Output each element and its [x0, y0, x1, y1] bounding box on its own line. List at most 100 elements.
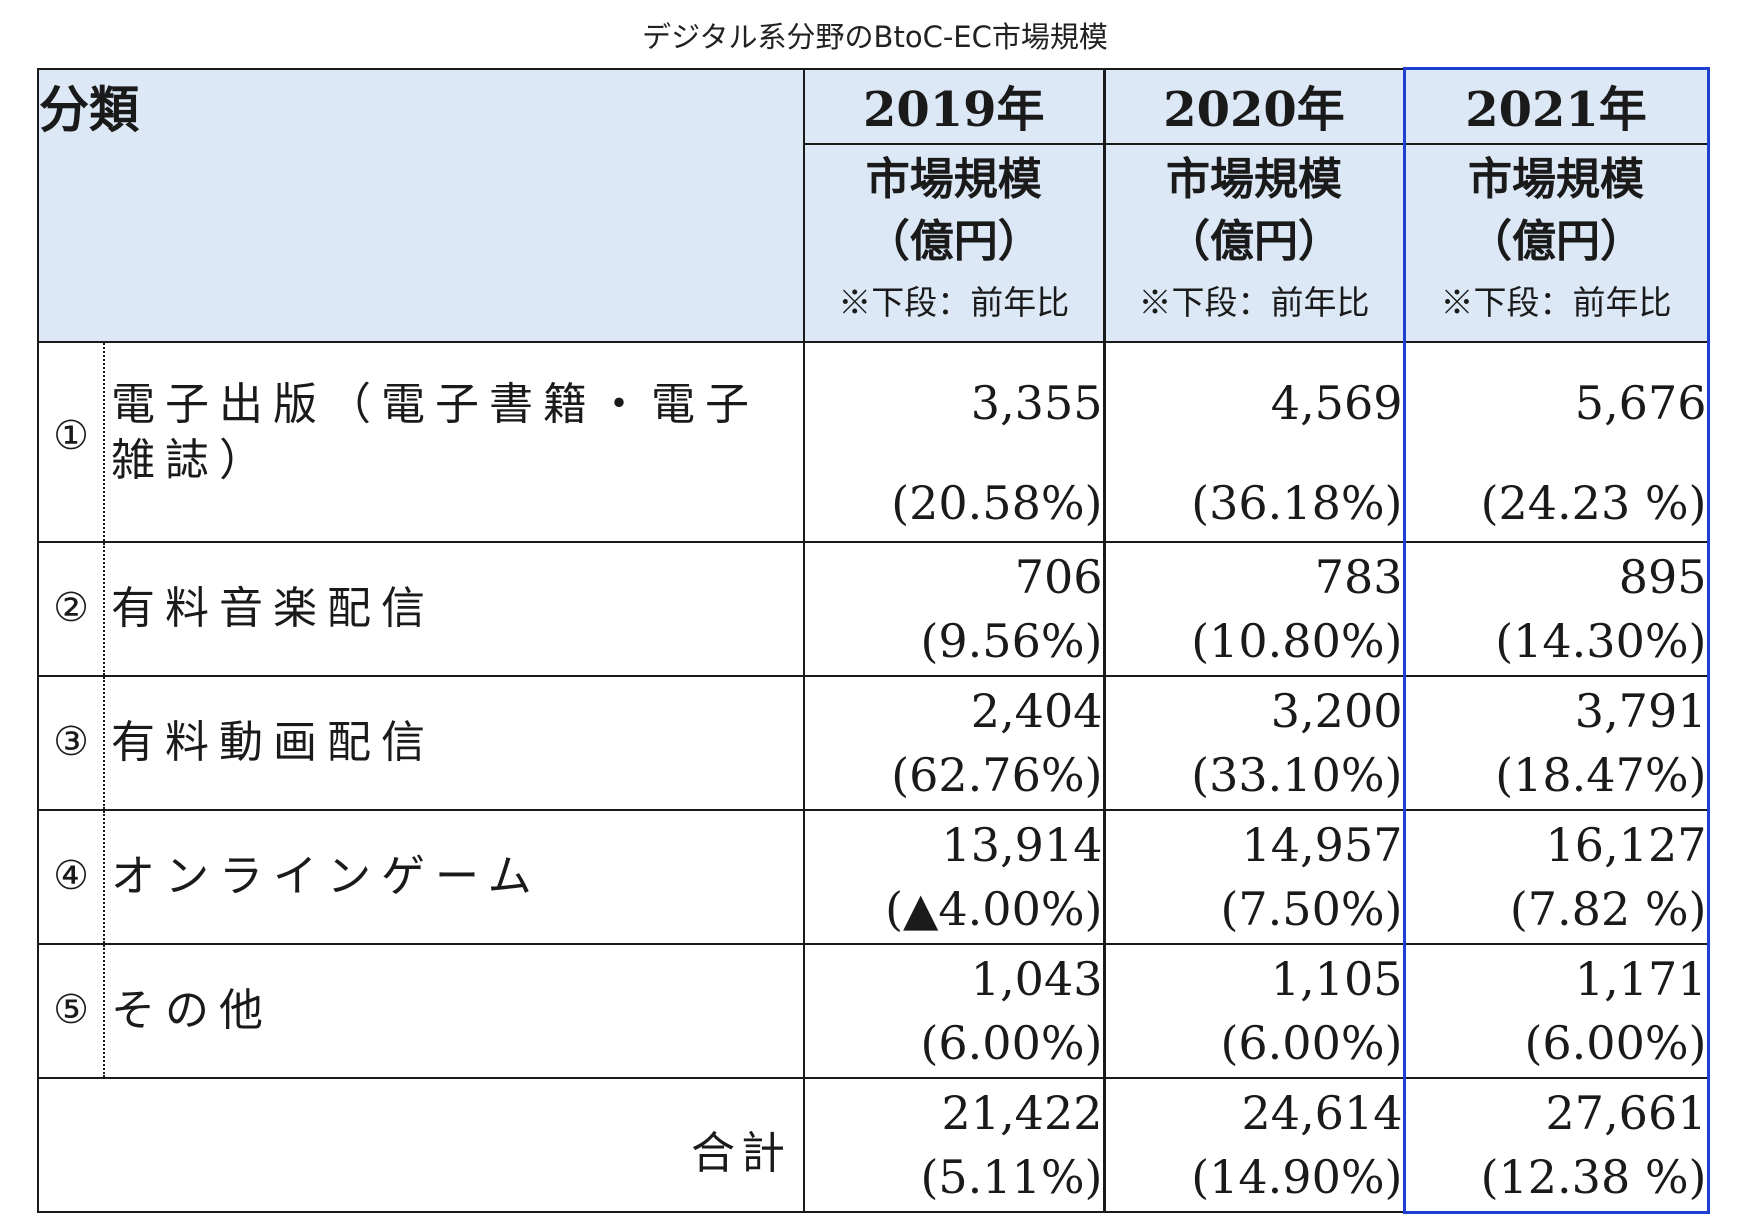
value-cell-2020: 14,957 (7.50%) [1102, 809, 1405, 945]
row-number-cell: ② [37, 541, 104, 677]
category-name-cell: オンラインゲーム [103, 809, 805, 945]
market-value: 2,404 [970, 684, 1103, 738]
value-cell-2019: 1,043 (6.00%) [803, 943, 1105, 1079]
market-value: 1,105 [1270, 952, 1403, 1006]
yoy-value: (18.47%) [1495, 748, 1707, 802]
yoy-value: (36.18%) [1191, 476, 1403, 530]
yoy-value: (9.56%) [920, 614, 1103, 668]
total-yoy: (14.90%) [1191, 1150, 1403, 1204]
year-header-2020: 2020年 [1102, 67, 1405, 145]
unit-note: ※下段：前年比 [1138, 283, 1370, 322]
category-name: オンラインゲーム [111, 851, 542, 902]
row-number: ② [53, 585, 89, 631]
unit-header-2021: 市場規模 （億円） ※下段：前年比 [1402, 143, 1710, 343]
yoy-value: (24.23 %) [1480, 476, 1707, 530]
value-cell-2021: 5,676 (24.23 %) [1402, 341, 1710, 543]
market-value: 14,957 [1241, 818, 1403, 872]
market-value: 1,171 [1574, 952, 1707, 1006]
value-cell-2021: 1,171 (6.00%) [1402, 943, 1710, 1079]
category-name-cell: 有料音楽配信 [103, 541, 805, 677]
table-row: ⑤ その他 1,043 (6.00%) 1,105 (6.00%) 1,171 … [37, 943, 1710, 1079]
value-cell-2020: 1,105 (6.00%) [1102, 943, 1405, 1079]
table-caption: デジタル系分野のBtoC-EC市場規模 [642, 20, 1108, 54]
total-value: 21,422 [941, 1086, 1103, 1140]
market-value: 5,676 [1574, 376, 1707, 430]
unit-note: ※下段：前年比 [838, 283, 1070, 322]
market-value: 1,043 [970, 952, 1103, 1006]
yoy-value: (62.76%) [891, 748, 1103, 802]
table-row: ① 電子出版（電子書籍・電子雑誌） 3,355 (20.58%) 4,569 (… [37, 341, 1710, 543]
row-number: ⑤ [53, 987, 89, 1033]
row-number: ④ [53, 853, 89, 899]
category-name-cell: 電子出版（電子書籍・電子雑誌） [103, 341, 805, 543]
total-cell-2021: 27,661 (12.38 %) [1402, 1077, 1710, 1214]
market-value: 783 [1314, 550, 1403, 604]
table-row: ② 有料音楽配信 706 (9.56%) 783 (10.80%) 895 (1… [37, 541, 1710, 677]
total-label-cell: 合計 [37, 1077, 805, 1213]
market-value: 895 [1618, 550, 1707, 604]
value-cell-2020: 4,569 (36.18%) [1102, 341, 1405, 543]
category-name: その他 [111, 985, 273, 1036]
table-row: ④ オンラインゲーム 13,914 (▲4.00%) 14,957 (7.50%… [37, 809, 1710, 945]
market-value: 3,791 [1574, 684, 1707, 738]
table-row: ③ 有料動画配信 2,404 (62.76%) 3,200 (33.10%) 3… [37, 675, 1710, 811]
total-value: 27,661 [1545, 1086, 1707, 1140]
yoy-value: (14.30%) [1495, 614, 1707, 668]
yoy-value: (6.00%) [1524, 1016, 1707, 1070]
market-size-table: 分類 2019年 2020年 2021年 市場規模 （億円） ※下段：前年比 市… [37, 67, 1710, 1214]
row-number-cell: ③ [37, 675, 104, 811]
yoy-value: (10.80%) [1191, 614, 1403, 668]
value-cell-2020: 783 (10.80%) [1102, 541, 1405, 677]
yoy-value: (33.10%) [1191, 748, 1403, 802]
yoy-value: (6.00%) [1220, 1016, 1403, 1070]
row-number-cell: ① [37, 341, 104, 543]
yoy-value: (7.82 %) [1509, 882, 1707, 936]
category-name-cell: 有料動画配信 [103, 675, 805, 811]
row-number-cell: ④ [37, 809, 104, 945]
unit-label: 市場規模 [1166, 154, 1342, 205]
market-value: 13,914 [941, 818, 1103, 872]
value-cell-2019: 706 (9.56%) [803, 541, 1105, 677]
value-cell-2020: 3,200 (33.10%) [1102, 675, 1405, 811]
market-value: 16,127 [1545, 818, 1707, 872]
value-cell-2019: 13,914 (▲4.00%) [803, 809, 1105, 945]
row-number: ③ [53, 719, 89, 765]
total-cell-2019: 21,422 (5.11%) [803, 1077, 1105, 1213]
value-cell-2019: 3,355 (20.58%) [803, 341, 1105, 543]
market-value: 3,355 [970, 376, 1103, 430]
category-name: 有料動画配信 [111, 717, 435, 768]
row-number-cell: ⑤ [37, 943, 104, 1079]
unit-label: 市場規模 [1468, 154, 1644, 205]
unit-currency: （億円） [1468, 216, 1644, 267]
value-cell-2021: 16,127 (7.82 %) [1402, 809, 1710, 945]
total-yoy: (12.38 %) [1480, 1150, 1707, 1204]
year-header-2021: 2021年 [1402, 67, 1710, 145]
total-cell-2020: 24,614 (14.90%) [1102, 1077, 1405, 1213]
market-value: 706 [1014, 550, 1103, 604]
unit-currency: （億円） [1166, 216, 1342, 267]
total-value: 24,614 [1241, 1086, 1403, 1140]
total-label: 合計 [691, 1128, 791, 1179]
year-header-2019: 2019年 [803, 67, 1105, 145]
category-name: 有料音楽配信 [111, 583, 435, 634]
unit-label: 市場規模 [865, 154, 1042, 205]
yoy-value: (▲4.00%) [885, 882, 1103, 936]
row-number: ① [53, 413, 89, 459]
category-header: 分類 [37, 67, 805, 343]
unit-header-2019: 市場規模 （億円） ※下段：前年比 [803, 143, 1105, 343]
value-cell-2019: 2,404 (62.76%) [803, 675, 1105, 811]
category-name-cell: その他 [103, 943, 805, 1079]
unit-currency: （億円） [865, 216, 1042, 267]
unit-header-2020: 市場規模 （億円） ※下段：前年比 [1102, 143, 1405, 343]
market-value: 3,200 [1270, 684, 1403, 738]
category-name: 電子出版（電子書籍・電子雑誌） [111, 379, 759, 486]
total-yoy: (5.11%) [920, 1150, 1103, 1204]
total-row: 合計 21,422 (5.11%) 24,614 (14.90%) 27,661… [37, 1077, 1710, 1214]
market-value: 4,569 [1270, 376, 1403, 430]
value-cell-2021: 895 (14.30%) [1402, 541, 1710, 677]
yoy-value: (7.50%) [1220, 882, 1403, 936]
value-cell-2021: 3,791 (18.47%) [1402, 675, 1710, 811]
yoy-value: (20.58%) [891, 476, 1103, 530]
yoy-value: (6.00%) [920, 1016, 1103, 1070]
unit-note: ※下段：前年比 [1440, 283, 1672, 322]
